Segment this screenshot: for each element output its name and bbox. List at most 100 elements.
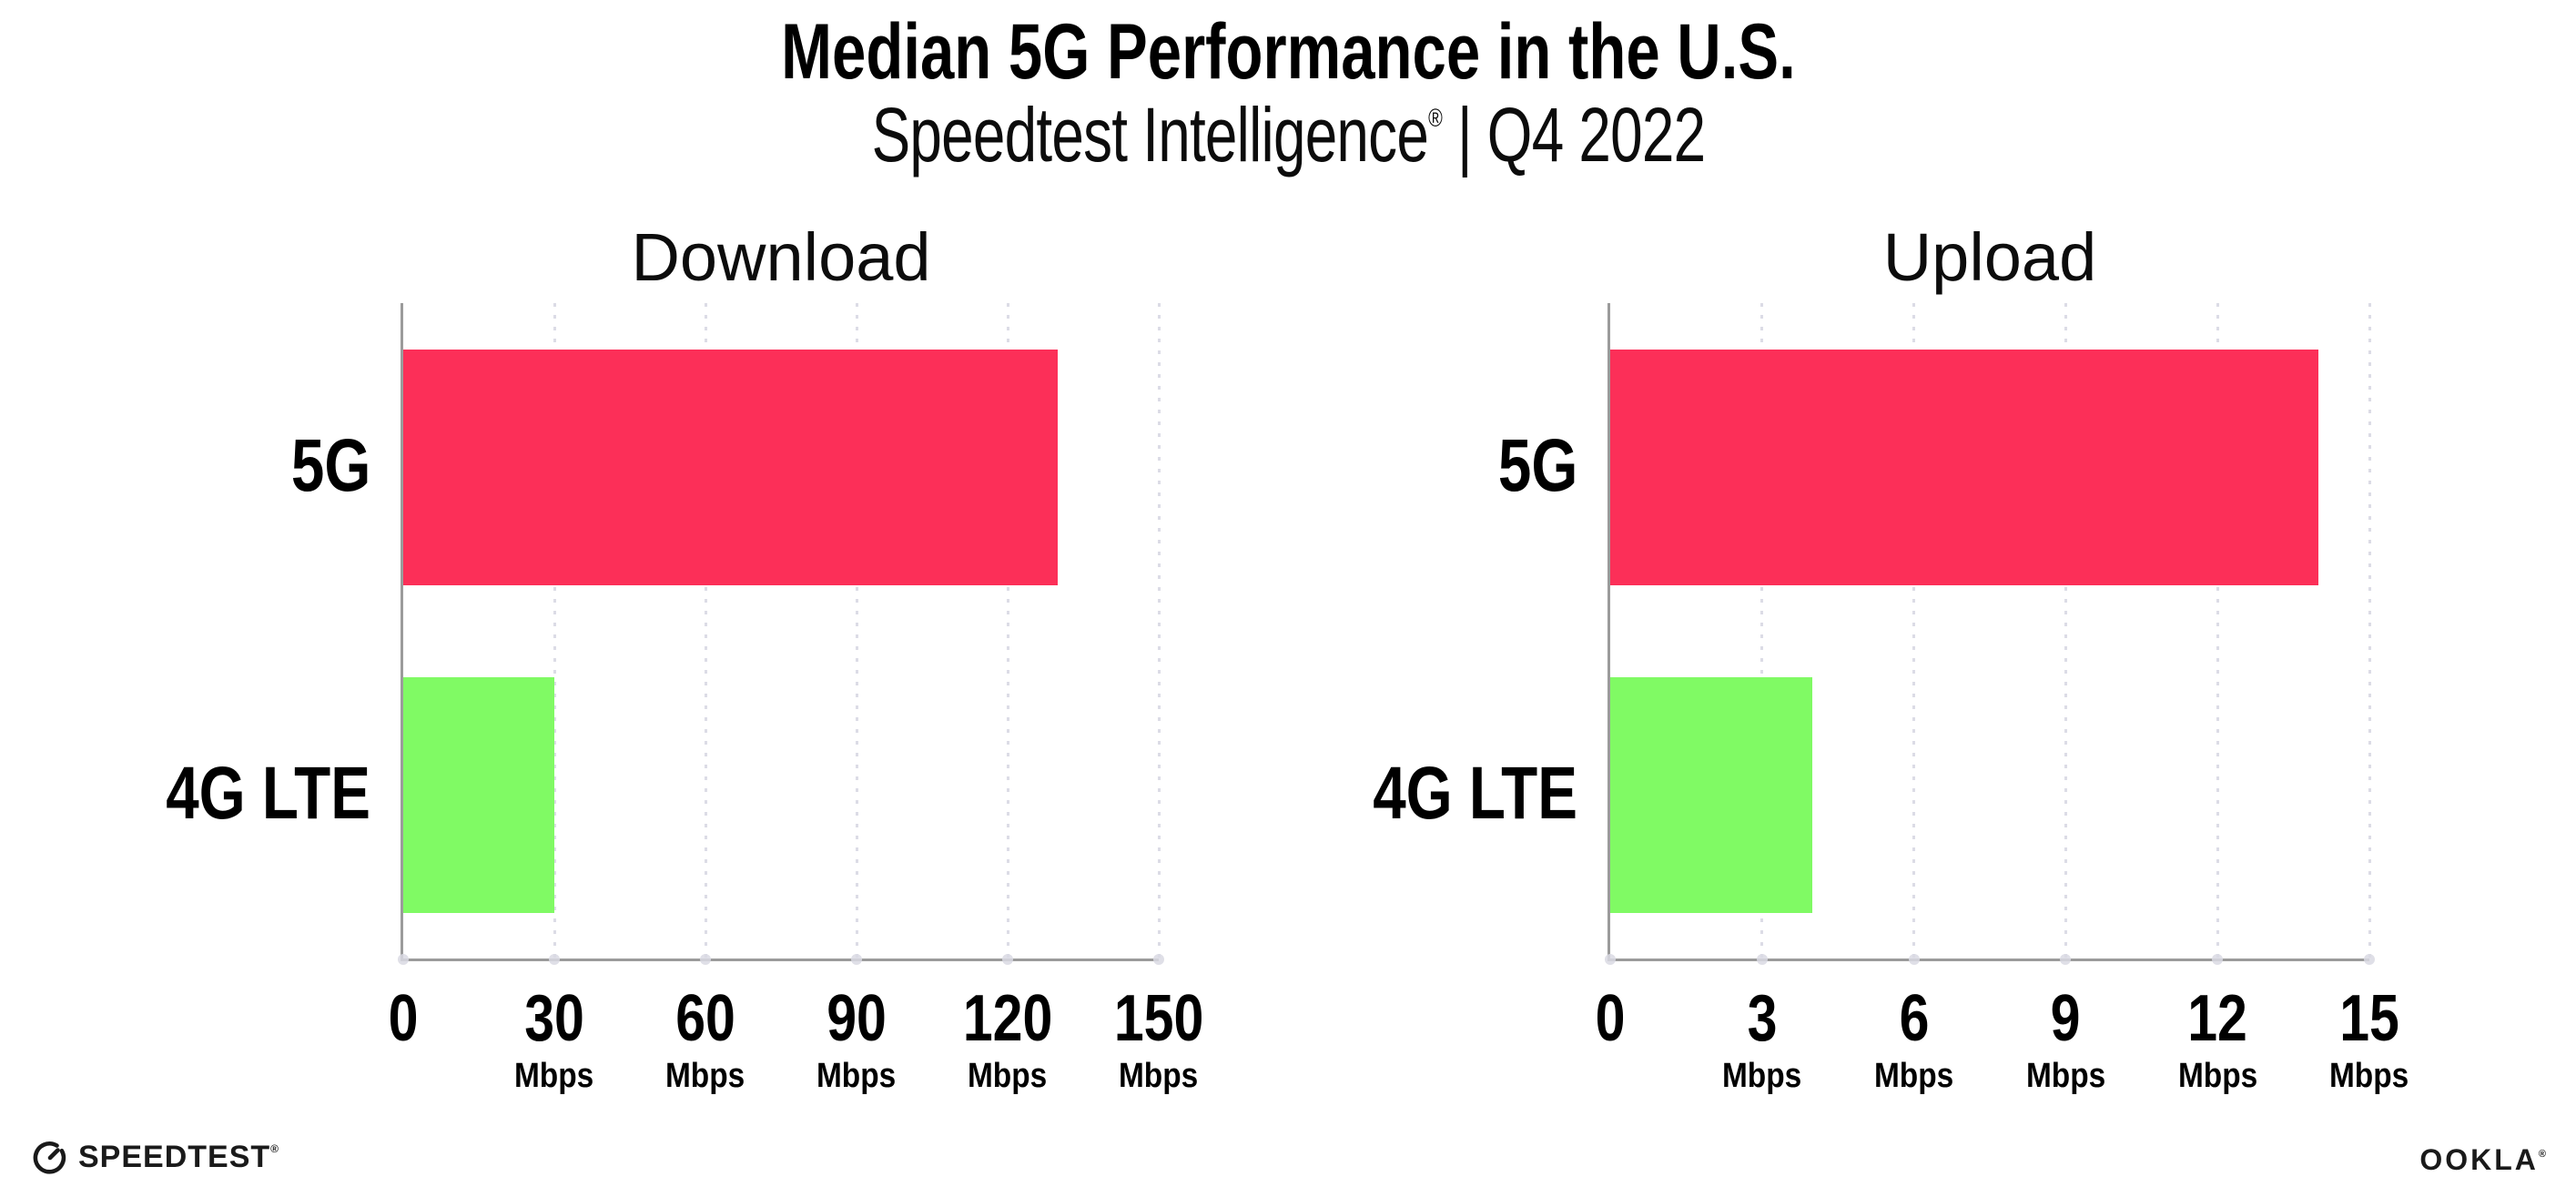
upload-tick-value: 6	[1899, 982, 1930, 1055]
upload-tick-unit: Mbps	[1662, 1059, 1862, 1093]
download-category-label-5g: 5G	[271, 423, 370, 509]
download-tick-value: 120	[962, 982, 1053, 1055]
upload-tick-value: 0	[1595, 982, 1626, 1055]
upload-chart-title: Upload	[1610, 218, 2369, 296]
download-bar-4g-lte	[403, 676, 554, 913]
upload-x-tick-label-6: 6 Mbps	[1814, 986, 2014, 1093]
download-tick-unit: Mbps	[454, 1059, 654, 1093]
upload-tick-value: 3	[1747, 982, 1778, 1055]
upload-category-text: 5G	[1497, 424, 1577, 507]
upload-category-label-5g: 5G	[1478, 423, 1577, 509]
upload-tick-number: 12	[2117, 986, 2317, 1051]
upload-tick-value: 15	[2339, 982, 2399, 1055]
download-x-tick-label-60: 60 Mbps	[605, 986, 806, 1093]
upload-tick-unit-text: Mbps	[2025, 1057, 2106, 1095]
speedtest-label: SPEEDTEST	[78, 1140, 271, 1174]
download-axis-tick-dot-150	[1153, 954, 1164, 965]
download-tick-unit-text: Mbps	[665, 1057, 745, 1095]
download-x-tick-label-150: 150 Mbps	[1059, 986, 1259, 1093]
download-x-tick-label-0: 0	[303, 986, 503, 1051]
upload-tick-unit: Mbps	[1965, 1059, 2165, 1093]
upload-tick-number: 3	[1662, 986, 1862, 1051]
upload-tick-number: 9	[1965, 986, 2165, 1051]
download-gridline-150	[1157, 303, 1161, 959]
speedtest-wordmark: SPEEDTEST®	[78, 1140, 279, 1175]
subtitle-period: | Q4 2022	[1441, 92, 1705, 178]
download-tick-number: 0	[303, 986, 503, 1051]
ookla-registered-mark: ®	[2538, 1149, 2549, 1160]
download-tick-number: 60	[605, 986, 806, 1051]
download-axis-tick-dot-120	[1002, 954, 1013, 965]
upload-axis-tick-dot-0	[1605, 954, 1616, 965]
download-tick-number: 30	[454, 986, 654, 1051]
upload-chart-title-text: Upload	[1882, 219, 2097, 295]
upload-gridline-9	[2064, 303, 2067, 959]
download-tick-unit-text: Mbps	[816, 1057, 897, 1095]
download-tick-number: 120	[908, 986, 1108, 1051]
download-axis-tick-dot-0	[398, 954, 409, 965]
upload-x-tick-label-0: 0	[1510, 986, 1710, 1051]
upload-x-tick-label-15: 15 Mbps	[2269, 986, 2470, 1093]
upload-tick-number: 0	[1510, 986, 1710, 1051]
ookla-logo: OOKLA®	[2419, 1143, 2549, 1177]
download-tick-value: 90	[827, 982, 887, 1055]
upload-x-tick-label-3: 3 Mbps	[1662, 986, 1862, 1093]
upload-category-text: 4G LTE	[1373, 752, 1577, 835]
download-axis-tick-dot-30	[549, 954, 560, 965]
download-tick-value: 150	[1113, 982, 1204, 1055]
download-gridline-60	[704, 303, 707, 959]
download-tick-unit: Mbps	[908, 1059, 1108, 1093]
upload-tick-value: 9	[2050, 982, 2081, 1055]
upload-tick-unit-text: Mbps	[2329, 1057, 2409, 1095]
download-tick-unit-text: Mbps	[968, 1057, 1048, 1095]
upload-tick-unit: Mbps	[1814, 1059, 2014, 1093]
download-axis-tick-dot-60	[700, 954, 711, 965]
upload-gridline-12	[2216, 303, 2219, 959]
upload-tick-unit: Mbps	[2117, 1059, 2317, 1093]
download-tick-value: 0	[388, 982, 419, 1055]
download-x-tick-label-90: 90 Mbps	[756, 986, 957, 1093]
upload-axis-tick-dot-12	[2212, 954, 2224, 965]
upload-tick-number: 15	[2269, 986, 2470, 1051]
upload-axis-tick-dot-15	[2364, 954, 2375, 965]
upload-tick-unit-text: Mbps	[1873, 1057, 1954, 1095]
download-tick-unit: Mbps	[756, 1059, 957, 1093]
download-tick-unit: Mbps	[1059, 1059, 1259, 1093]
download-x-tick-label-30: 30 Mbps	[454, 986, 654, 1093]
ookla-wordmark: OOKLA	[2419, 1143, 2539, 1176]
upload-gridline-3	[1760, 303, 1764, 959]
download-axis-tick-dot-90	[851, 954, 862, 965]
upload-axis-tick-dot-9	[2060, 954, 2072, 965]
page-title-text: Median 5G Performance in the U.S.	[780, 8, 1796, 96]
upload-tick-number: 6	[1814, 986, 2014, 1051]
download-category-text: 5G	[290, 424, 370, 507]
download-tick-unit-text: Mbps	[1119, 1057, 1199, 1095]
download-gridline-90	[855, 303, 858, 959]
upload-tick-unit-text: Mbps	[1722, 1057, 1802, 1095]
upload-tick-unit: Mbps	[2269, 1059, 2470, 1093]
download-category-text: 4G LTE	[166, 752, 370, 835]
upload-plot-area	[1607, 303, 2369, 961]
download-tick-unit: Mbps	[605, 1059, 806, 1093]
page-subtitle: Speedtest Intelligence® | Q4 2022	[0, 91, 2576, 179]
download-tick-unit-text: Mbps	[514, 1057, 594, 1095]
download-chart-title: Download	[403, 218, 1159, 296]
download-tick-value: 60	[675, 982, 735, 1055]
upload-x-tick-label-12: 12 Mbps	[2117, 986, 2317, 1093]
download-tick-number: 150	[1059, 986, 1259, 1051]
download-x-tick-label-120: 120 Mbps	[908, 986, 1108, 1093]
upload-tick-value: 12	[2187, 982, 2248, 1055]
upload-bar-4g-lte	[1610, 676, 1813, 913]
page-subtitle-text: Speedtest Intelligence® | Q4 2022	[871, 91, 1706, 179]
download-gridline-120	[1006, 303, 1009, 959]
upload-x-tick-label-9: 9 Mbps	[1965, 986, 2165, 1093]
download-chart-title-text: Download	[631, 219, 931, 295]
speedtest-registered-mark: ®	[270, 1142, 280, 1155]
speedtest-gauge-icon	[33, 1141, 66, 1174]
upload-axis-tick-dot-6	[1908, 954, 1920, 965]
subtitle-brand: Speedtest Intelligence	[871, 92, 1428, 178]
download-plot-area	[401, 303, 1159, 961]
download-tick-number: 90	[756, 986, 957, 1051]
upload-category-label-4g-lte: 4G LTE	[1322, 751, 1577, 837]
